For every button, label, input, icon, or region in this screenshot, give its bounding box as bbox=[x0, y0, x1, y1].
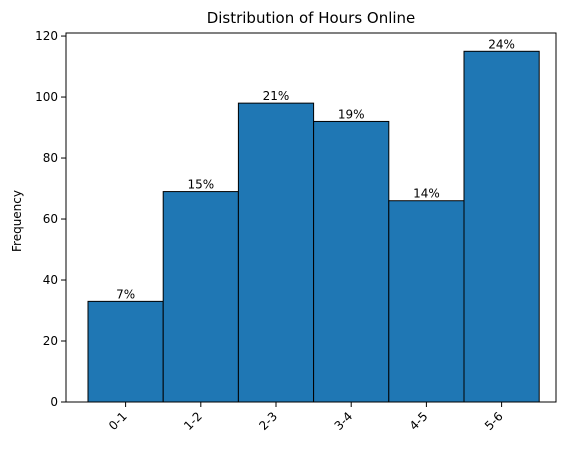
x-tick-label: 0-1 bbox=[106, 409, 130, 433]
y-tick-label: 0 bbox=[50, 395, 58, 409]
y-tick-label: 100 bbox=[35, 90, 58, 104]
bar-data-label: 19% bbox=[338, 107, 365, 121]
bar-5-6 bbox=[463, 50, 540, 403]
x-tick-label: 1-2 bbox=[181, 409, 205, 433]
bar-labels-layer: 7% 15% 21% 19% 14% 24% bbox=[116, 37, 515, 301]
plot-frame bbox=[65, 32, 557, 403]
x-tick-label: 4-5 bbox=[407, 409, 431, 433]
bar-1-2 bbox=[162, 191, 239, 403]
bar-data-label: 14% bbox=[413, 187, 440, 201]
x-tick-label: 3-4 bbox=[332, 409, 356, 433]
bar-2-3 bbox=[237, 102, 315, 403]
y-tick-label: 20 bbox=[43, 334, 58, 348]
y-tick-label: 60 bbox=[43, 212, 58, 226]
bar-4-5 bbox=[388, 200, 465, 403]
x-tick-label: 2-3 bbox=[256, 409, 280, 433]
axes-frame bbox=[65, 32, 557, 403]
x-tick-label: 5-6 bbox=[482, 409, 506, 433]
bar-0-1 bbox=[87, 300, 164, 403]
y-axis-label: Frequency bbox=[10, 190, 24, 252]
bar-data-label: 15% bbox=[187, 178, 214, 192]
chart-title: Distribution of Hours Online bbox=[207, 9, 416, 27]
y-tick-label: 120 bbox=[35, 29, 58, 43]
bar-3-4 bbox=[313, 120, 390, 403]
y-axis-ticks: 0 20 40 60 80 100 120 bbox=[35, 29, 66, 409]
x-axis-ticks: 0-1 1-2 2-3 3-4 4-5 5-6 bbox=[106, 402, 506, 433]
y-tick-label: 80 bbox=[43, 151, 58, 165]
bars-layer bbox=[87, 50, 540, 403]
y-tick-label: 40 bbox=[43, 273, 58, 287]
bar-data-label: 24% bbox=[488, 37, 515, 51]
bar-data-label: 21% bbox=[263, 89, 290, 103]
bar-data-label: 7% bbox=[116, 287, 135, 301]
